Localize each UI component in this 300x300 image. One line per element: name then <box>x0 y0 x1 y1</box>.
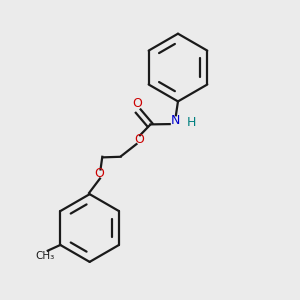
Text: CH₃: CH₃ <box>35 251 54 261</box>
Text: O: O <box>132 97 142 110</box>
Text: H: H <box>187 116 196 128</box>
Text: N: N <box>170 114 180 127</box>
Text: O: O <box>134 133 144 146</box>
Text: O: O <box>94 167 104 180</box>
